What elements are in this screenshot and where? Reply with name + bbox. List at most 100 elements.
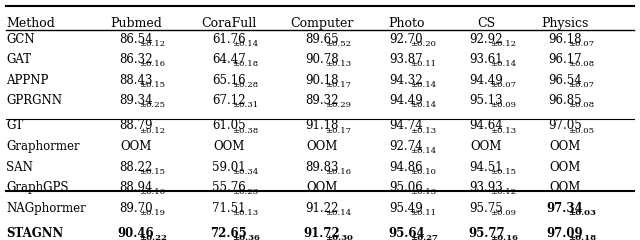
Text: OOM: OOM: [120, 140, 152, 153]
Text: 89.34: 89.34: [119, 94, 153, 107]
Text: ±0.09: ±0.09: [490, 102, 516, 109]
Text: 94.51: 94.51: [470, 161, 503, 174]
Text: ±0.16: ±0.16: [140, 60, 165, 68]
Text: 90.78: 90.78: [305, 53, 339, 66]
Text: ±0.38: ±0.38: [232, 127, 259, 135]
Text: 94.74: 94.74: [390, 120, 423, 132]
Text: ±0.14: ±0.14: [232, 40, 259, 48]
Text: ±0.27: ±0.27: [410, 234, 438, 240]
Text: 97.34: 97.34: [547, 202, 583, 215]
Text: 96.54: 96.54: [548, 74, 582, 87]
Text: ±0.14: ±0.14: [410, 81, 436, 89]
Text: ±0.34: ±0.34: [232, 168, 259, 176]
Text: GT: GT: [6, 120, 24, 132]
Text: ±0.12: ±0.12: [490, 40, 516, 48]
Text: Graphormer: Graphormer: [6, 140, 80, 153]
Text: ±0.25: ±0.25: [140, 102, 165, 109]
Text: ±0.03: ±0.03: [568, 209, 596, 217]
Text: ±0.30: ±0.30: [325, 234, 353, 240]
Text: STAGNN: STAGNN: [6, 227, 63, 240]
Text: ±0.13: ±0.13: [410, 127, 436, 135]
Text: ±0.15: ±0.15: [140, 81, 165, 89]
Text: CS: CS: [477, 17, 495, 30]
Text: 64.47: 64.47: [212, 53, 246, 66]
Text: 61.76: 61.76: [212, 33, 246, 46]
Text: 86.54: 86.54: [119, 33, 153, 46]
Text: ±0.14: ±0.14: [410, 102, 436, 109]
Text: 91.18: 91.18: [305, 120, 339, 132]
Text: ±0.15: ±0.15: [140, 168, 165, 176]
Text: ±0.11: ±0.11: [410, 60, 436, 68]
Text: 88.79: 88.79: [119, 120, 153, 132]
Text: 94.64: 94.64: [470, 120, 503, 132]
Text: ±0.17: ±0.17: [325, 81, 351, 89]
Text: 92.92: 92.92: [470, 33, 503, 46]
Text: ±0.14: ±0.14: [490, 60, 516, 68]
Text: Method: Method: [6, 17, 55, 30]
Text: GAT: GAT: [6, 53, 31, 66]
Text: 96.17: 96.17: [548, 53, 582, 66]
Text: 96.85: 96.85: [548, 94, 582, 107]
Text: 89.83: 89.83: [305, 161, 339, 174]
Text: ±0.22: ±0.22: [140, 234, 167, 240]
Text: OOM: OOM: [549, 181, 580, 194]
Text: ±0.36: ±0.36: [232, 234, 260, 240]
Text: APPNP: APPNP: [6, 74, 49, 87]
Text: OOM: OOM: [549, 140, 580, 153]
Text: 88.43: 88.43: [119, 74, 153, 87]
Text: 55.76: 55.76: [212, 181, 246, 194]
Text: ±0.52: ±0.52: [325, 40, 351, 48]
Text: 93.61: 93.61: [470, 53, 503, 66]
Text: ±0.28: ±0.28: [232, 81, 259, 89]
Text: ±0.17: ±0.17: [325, 127, 351, 135]
Text: GCN: GCN: [6, 33, 35, 46]
Text: Computer: Computer: [290, 17, 353, 30]
Text: 95.77: 95.77: [468, 227, 505, 240]
Text: 97.05: 97.05: [548, 120, 582, 132]
Text: ±0.15: ±0.15: [490, 168, 516, 176]
Text: ±0.23: ±0.23: [232, 188, 259, 196]
Text: ±0.14: ±0.14: [410, 147, 436, 155]
Text: ±0.11: ±0.11: [410, 209, 436, 217]
Text: Photo: Photo: [388, 17, 425, 30]
Text: 94.49: 94.49: [390, 94, 423, 107]
Text: 89.65: 89.65: [305, 33, 339, 46]
Text: 90.18: 90.18: [305, 74, 339, 87]
Text: 95.06: 95.06: [390, 181, 423, 194]
Text: GraphGPS: GraphGPS: [6, 181, 69, 194]
Text: ±0.08: ±0.08: [568, 102, 595, 109]
Text: 91.72: 91.72: [303, 227, 340, 240]
Text: 88.22: 88.22: [120, 161, 152, 174]
Text: 71.51: 71.51: [212, 202, 246, 215]
Text: OOM: OOM: [549, 161, 580, 174]
Text: Physics: Physics: [541, 17, 589, 30]
Text: 95.75: 95.75: [470, 202, 503, 215]
Text: ±0.07: ±0.07: [490, 81, 516, 89]
Text: 88.94: 88.94: [119, 181, 153, 194]
Text: ±0.14: ±0.14: [325, 209, 351, 217]
Text: ±0.09: ±0.09: [490, 209, 516, 217]
Text: ±0.13: ±0.13: [410, 188, 436, 196]
Text: 59.01: 59.01: [212, 161, 246, 174]
Text: 65.16: 65.16: [212, 74, 246, 87]
Text: ±0.10: ±0.10: [410, 168, 436, 176]
Text: 67.12: 67.12: [212, 94, 246, 107]
Text: OOM: OOM: [213, 140, 244, 153]
Text: OOM: OOM: [306, 181, 337, 194]
Text: ±0.19: ±0.19: [140, 209, 165, 217]
Text: ±0.07: ±0.07: [568, 40, 594, 48]
Text: ±0.13: ±0.13: [490, 127, 516, 135]
Text: 61.05: 61.05: [212, 120, 246, 132]
Text: 92.74: 92.74: [390, 140, 423, 153]
Text: CoraFull: CoraFull: [201, 17, 257, 30]
Text: ±0.16: ±0.16: [140, 188, 165, 196]
Text: 97.09: 97.09: [547, 227, 583, 240]
Text: ±0.18: ±0.18: [568, 234, 596, 240]
Text: 95.49: 95.49: [390, 202, 423, 215]
Text: ±0.13: ±0.13: [325, 60, 351, 68]
Text: Pubmed: Pubmed: [110, 17, 162, 30]
Text: ±0.31: ±0.31: [232, 102, 259, 109]
Text: 86.32: 86.32: [119, 53, 153, 66]
Text: 94.49: 94.49: [470, 74, 503, 87]
Text: ±0.12: ±0.12: [490, 188, 516, 196]
